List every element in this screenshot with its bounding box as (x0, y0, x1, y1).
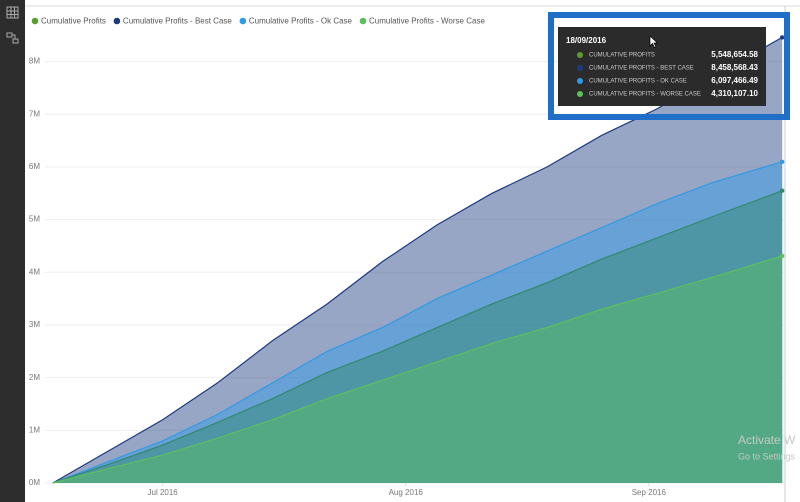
area (52, 190, 783, 483)
tooltip-box (558, 27, 766, 106)
tooltip-marker (577, 52, 583, 58)
tooltip-name: CUMULATIVE PROFITS - BEST CASE (589, 66, 694, 72)
area (52, 256, 783, 483)
x-tick-label: Sep 2016 (632, 488, 667, 497)
y-tick-label: 8M (29, 57, 40, 66)
legend-label: Cumulative Profits (41, 17, 106, 26)
end-point (779, 188, 785, 193)
tooltip-marker (577, 78, 583, 84)
legend: Cumulative Profits Cumulative Profits - B… (31, 17, 485, 26)
watermark-title: Activate W (738, 433, 796, 447)
area (52, 37, 783, 484)
legend-label: Cumulative Profits - Worse Case (369, 17, 485, 26)
cursor (649, 35, 659, 48)
end-point (779, 253, 785, 259)
legend-marker (359, 17, 367, 25)
line (52, 36, 783, 484)
tooltip-marker (577, 65, 583, 71)
tooltip-name: CUMULATIVE PROFITS (589, 53, 655, 59)
y-tick-label: 1M (29, 425, 40, 434)
legend-label: Cumulative Profits - Ok Case (249, 17, 353, 26)
legend-marker (113, 17, 121, 25)
tooltip-value: 5,548,654.58 (711, 50, 758, 59)
legend-label: Cumulative Profits - Best Case (123, 17, 232, 26)
x-tick-label: Jul 2016 (148, 488, 179, 497)
end-point (779, 35, 785, 40)
x-tick-label: Aug 2016 (389, 488, 424, 497)
tooltip-name: CUMULATIVE PROFITS - WORSE CASE (589, 92, 701, 98)
area (52, 161, 783, 484)
end-point (779, 159, 785, 165)
tooltip-name: CUMULATIVE PROFITS - OK CASE (589, 79, 687, 85)
table-icon[interactable] (6, 6, 19, 19)
y-tick-label: 0M (29, 478, 40, 487)
y-tick-label: 4M (29, 267, 40, 276)
y-tick-label: 7M (29, 109, 40, 118)
sidebar (0, 0, 25, 502)
tooltip-value: 8,458,568.43 (711, 63, 758, 72)
legend-marker (31, 17, 39, 25)
line (52, 161, 783, 484)
tooltip: 18/09/2016 CUMULATIVE PROFITS 5,548,654.58… (558, 27, 766, 106)
tooltip-title: 18/09/2016 (566, 36, 607, 45)
y-tick-label: 3M (29, 320, 40, 329)
tooltip-marker (577, 91, 583, 97)
y-tick-label: 6M (29, 162, 40, 171)
line (52, 255, 783, 484)
legend-marker (239, 17, 247, 25)
tooltip-value: 4,310,107.10 (711, 89, 758, 98)
y-tick-label: 5M (29, 215, 40, 224)
model-icon[interactable] (6, 32, 19, 44)
tooltip-value: 6,097,466.49 (711, 76, 758, 85)
plot: 0M 1M 2M 3M 4M 5M 6M 7M 8M Jul 2016 Aug 2016 Sep 20… (29, 35, 785, 497)
watermark-sub: Go to Settings (738, 451, 796, 461)
y-tick-label: 2M (29, 373, 40, 382)
line (52, 190, 783, 484)
highlight-box (548, 12, 790, 120)
